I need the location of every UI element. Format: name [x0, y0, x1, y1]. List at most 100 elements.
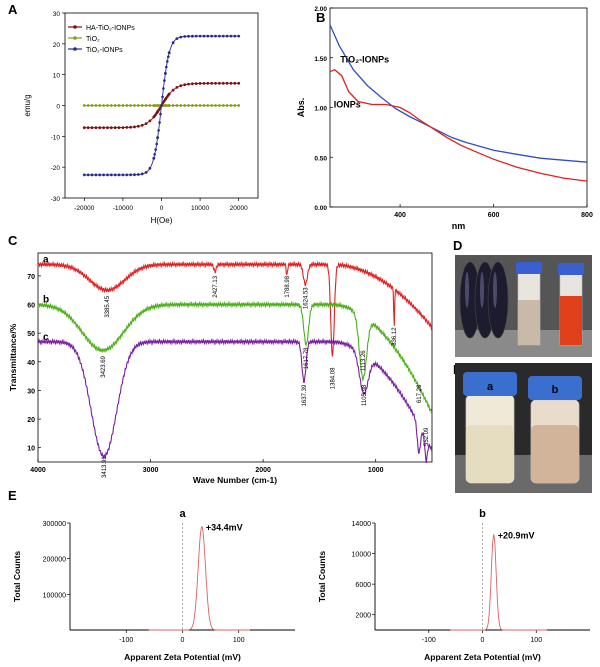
chart-a-point	[106, 173, 109, 177]
chart-a-point	[171, 104, 175, 107]
chart-e-b-ylabel: Total Counts	[317, 551, 327, 603]
chart-a-point	[82, 126, 86, 130]
photo-d	[455, 255, 592, 357]
chart-a-point	[148, 166, 152, 170]
chart-c-peak-label: 1113.26	[361, 350, 367, 371]
chart-a-point	[125, 104, 129, 107]
vial-a-liquid	[466, 425, 514, 483]
chart-a-point	[148, 104, 152, 107]
chart-a-legend-marker	[73, 25, 77, 29]
chart-a-point	[98, 104, 102, 107]
chart-a-point	[191, 82, 194, 86]
chart-a-point	[109, 126, 113, 130]
chart-a-legend-label: TiO₂	[86, 36, 100, 43]
chart-a-point	[210, 34, 214, 38]
chart-a-point	[218, 34, 221, 38]
chart-a-ytick-label: -30	[51, 196, 61, 203]
chart-e-a-title: a	[179, 508, 186, 520]
chart-c-ytick-label: 10	[27, 446, 35, 453]
chart-c-peak-label: 836.12	[392, 327, 398, 346]
chart-e-a-xlabel: Apparent Zeta Potential (mV)	[124, 652, 241, 662]
chart-a-point	[206, 104, 210, 107]
chart-a-legend-label: HA-TiO₂-IONPs	[86, 25, 135, 32]
chart-c-peak-label: 1624.53	[303, 287, 309, 309]
chart-a-point	[187, 104, 190, 107]
chart-a-point	[229, 81, 233, 85]
chart-a-point	[233, 34, 237, 38]
chart-c: 10 20 30 40 50 60 70 4000 3000 2000 1000 Wave Numbe…	[8, 252, 433, 485]
chart-a-point	[82, 173, 86, 177]
chart-c-peak-label: 3423.69	[101, 355, 107, 377]
chart-a-point	[86, 104, 90, 107]
chart-a-point	[206, 34, 210, 38]
chart-a-point	[167, 55, 170, 58]
chart-b-xtick-label: 400	[394, 212, 406, 219]
chart-a-point	[106, 104, 109, 107]
chart-a-point	[187, 34, 190, 38]
chart-a-point	[214, 34, 217, 38]
chart-a-point	[159, 112, 162, 116]
chart-b-ytick-label: 1.50	[314, 56, 327, 63]
chart-c-ylabel: Transmittance/%	[8, 323, 18, 391]
chart-a-point	[225, 104, 229, 107]
chart-b-xtick-label: 600	[488, 212, 500, 219]
vial-right-liquid	[560, 296, 582, 345]
chart-a-point	[198, 82, 202, 85]
chart-a-xtick-label: 0	[160, 205, 164, 212]
chart-a-xtick-label: -10000	[113, 205, 134, 212]
chart-a-point	[144, 104, 148, 107]
chart-c-peak-label: 1637.39	[302, 384, 308, 406]
chart-a-point	[214, 81, 217, 85]
chart-a-point	[117, 126, 121, 129]
chart-a-point	[117, 104, 121, 107]
chart-a-point	[121, 173, 125, 177]
chart-a-point	[161, 95, 164, 99]
chart-a-point	[166, 60, 169, 63]
chart-a-point	[210, 81, 214, 85]
chart-a-point	[140, 104, 144, 107]
chart-a-ytick-label: 10	[53, 73, 61, 80]
chart-e-b-xtick-label: 0	[481, 637, 485, 644]
chart-a-point	[237, 34, 241, 38]
chart-a-point	[90, 104, 94, 107]
vial-a-cap	[463, 372, 517, 396]
chart-a-point	[171, 88, 175, 92]
chart-a-point	[221, 104, 225, 107]
panel-label-c: C	[8, 233, 18, 248]
chart-c-series-b	[37, 300, 433, 415]
chart-a-point	[198, 104, 202, 107]
chart-b-series-label: TiO₂-IONPs	[340, 55, 389, 65]
chart-e-b-xtick-label: -100	[422, 637, 436, 644]
chart-a-point	[136, 173, 140, 176]
chart-a-point	[191, 34, 194, 38]
chart-c-ytick-label: 40	[27, 360, 35, 367]
chart-a-point	[144, 122, 148, 125]
chart-c-series-a	[37, 260, 433, 357]
panel-label-b: B	[316, 10, 325, 25]
chart-e-a: 100000 200000 300000 -100 0 100 a +34.4mV Appare…	[12, 508, 295, 662]
chart-a: -30 -20 -10 0 10 20 30 -20000 -10000 0 10000 20000 H…	[23, 11, 259, 225]
chart-a-point	[94, 173, 98, 177]
vial-right-cap	[558, 263, 584, 275]
chart-a-point	[183, 104, 187, 107]
chart-c-series-label: c	[43, 332, 49, 343]
chart-a-point	[225, 34, 229, 38]
chart-e-b-ytick-label: 6000	[355, 582, 371, 589]
chart-a-point	[102, 104, 105, 107]
chart-a-point	[158, 121, 161, 124]
chart-a-point	[194, 82, 198, 85]
vial-left-cap	[516, 262, 542, 274]
chart-e-b-annotation: +20.9mV	[498, 530, 535, 540]
chart-b-ylabel: Abs.	[296, 98, 306, 118]
chart-e-a-ytick-label: 300000	[43, 521, 66, 528]
chart-a-point	[229, 34, 233, 38]
chart-a-point	[179, 104, 183, 107]
chart-a-point	[113, 173, 117, 177]
chart-a-legend-marker	[73, 47, 77, 51]
chart-e-a-ytick-label: 200000	[43, 557, 66, 564]
chart-a-point	[221, 34, 225, 38]
chart-a-point	[129, 173, 133, 177]
chart-e-b-peak	[450, 534, 547, 631]
chart-b-ytick-label: 0.50	[314, 155, 327, 162]
chart-c-xtick-label: 3000	[143, 467, 159, 474]
